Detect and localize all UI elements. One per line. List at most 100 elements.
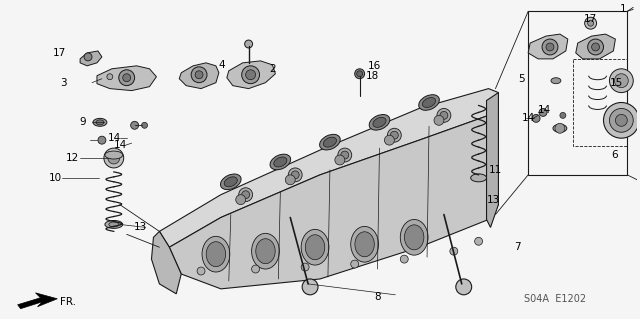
Ellipse shape — [105, 151, 123, 159]
Circle shape — [84, 53, 92, 61]
Circle shape — [244, 40, 253, 48]
Ellipse shape — [256, 239, 275, 264]
Circle shape — [252, 265, 260, 273]
Circle shape — [390, 131, 398, 139]
Polygon shape — [18, 293, 58, 309]
Circle shape — [108, 152, 120, 164]
Text: 14: 14 — [522, 113, 536, 123]
Circle shape — [239, 188, 253, 202]
Circle shape — [555, 123, 565, 133]
Circle shape — [560, 112, 566, 118]
Circle shape — [585, 17, 596, 29]
Circle shape — [609, 108, 633, 132]
Circle shape — [539, 108, 547, 116]
Circle shape — [355, 69, 365, 79]
Ellipse shape — [553, 124, 567, 132]
Ellipse shape — [105, 220, 123, 228]
Circle shape — [197, 267, 205, 275]
Polygon shape — [528, 34, 568, 59]
Text: 14: 14 — [538, 106, 551, 115]
Ellipse shape — [274, 157, 287, 167]
Circle shape — [242, 66, 260, 84]
Text: S04A  E1202: S04A E1202 — [524, 294, 586, 304]
Circle shape — [588, 39, 604, 55]
Circle shape — [387, 128, 401, 142]
Circle shape — [119, 70, 134, 85]
Circle shape — [456, 279, 472, 295]
Circle shape — [242, 191, 250, 199]
Polygon shape — [486, 93, 499, 227]
Ellipse shape — [301, 229, 329, 265]
Circle shape — [285, 175, 295, 185]
Circle shape — [131, 121, 139, 129]
Ellipse shape — [252, 234, 279, 269]
Circle shape — [440, 111, 448, 119]
Circle shape — [104, 148, 124, 168]
Text: 14: 14 — [114, 140, 127, 150]
Text: 10: 10 — [49, 173, 61, 183]
Polygon shape — [152, 231, 181, 294]
Circle shape — [437, 108, 451, 122]
Ellipse shape — [206, 242, 226, 267]
Circle shape — [542, 39, 558, 55]
Ellipse shape — [404, 225, 424, 250]
Polygon shape — [227, 61, 275, 89]
Circle shape — [98, 136, 106, 144]
Ellipse shape — [270, 154, 291, 170]
Circle shape — [236, 195, 246, 204]
Circle shape — [604, 102, 639, 138]
Circle shape — [107, 74, 113, 80]
Text: FR.: FR. — [60, 297, 76, 307]
Ellipse shape — [422, 98, 436, 108]
Polygon shape — [97, 66, 156, 91]
Bar — [528, 11, 627, 175]
Ellipse shape — [305, 235, 324, 260]
Circle shape — [356, 71, 363, 77]
Circle shape — [588, 20, 593, 26]
Ellipse shape — [224, 177, 237, 187]
Circle shape — [301, 263, 309, 271]
Polygon shape — [80, 51, 102, 66]
Ellipse shape — [355, 232, 374, 257]
Polygon shape — [179, 63, 219, 89]
Ellipse shape — [93, 118, 107, 126]
Ellipse shape — [319, 134, 340, 150]
Ellipse shape — [109, 222, 119, 227]
Circle shape — [191, 67, 207, 83]
Ellipse shape — [202, 236, 230, 272]
Circle shape — [302, 279, 318, 295]
Text: 1: 1 — [620, 4, 626, 14]
Ellipse shape — [351, 226, 378, 262]
Ellipse shape — [551, 78, 561, 84]
Polygon shape — [170, 115, 499, 289]
Circle shape — [351, 260, 358, 268]
Text: 17: 17 — [584, 14, 597, 24]
Polygon shape — [576, 34, 616, 59]
Polygon shape — [159, 89, 499, 247]
Text: 8: 8 — [374, 292, 381, 302]
Text: 6: 6 — [611, 150, 618, 160]
Circle shape — [291, 171, 299, 179]
Ellipse shape — [220, 174, 241, 189]
Circle shape — [400, 255, 408, 263]
Circle shape — [609, 69, 633, 93]
Circle shape — [434, 115, 444, 125]
Text: 4: 4 — [219, 60, 225, 70]
Text: 13: 13 — [134, 222, 147, 233]
Text: 13: 13 — [486, 195, 500, 205]
Text: 15: 15 — [609, 78, 623, 88]
Ellipse shape — [96, 120, 104, 125]
Ellipse shape — [373, 117, 386, 127]
Text: 14: 14 — [108, 133, 121, 143]
Text: 3: 3 — [60, 78, 67, 88]
Circle shape — [246, 70, 255, 80]
Text: 12: 12 — [66, 153, 79, 163]
Text: 18: 18 — [365, 71, 379, 81]
Circle shape — [546, 43, 554, 51]
Circle shape — [591, 43, 600, 51]
Circle shape — [341, 151, 349, 159]
Text: 17: 17 — [52, 48, 66, 58]
Text: 5: 5 — [518, 74, 525, 84]
Circle shape — [288, 168, 302, 182]
Text: 2: 2 — [269, 64, 276, 74]
